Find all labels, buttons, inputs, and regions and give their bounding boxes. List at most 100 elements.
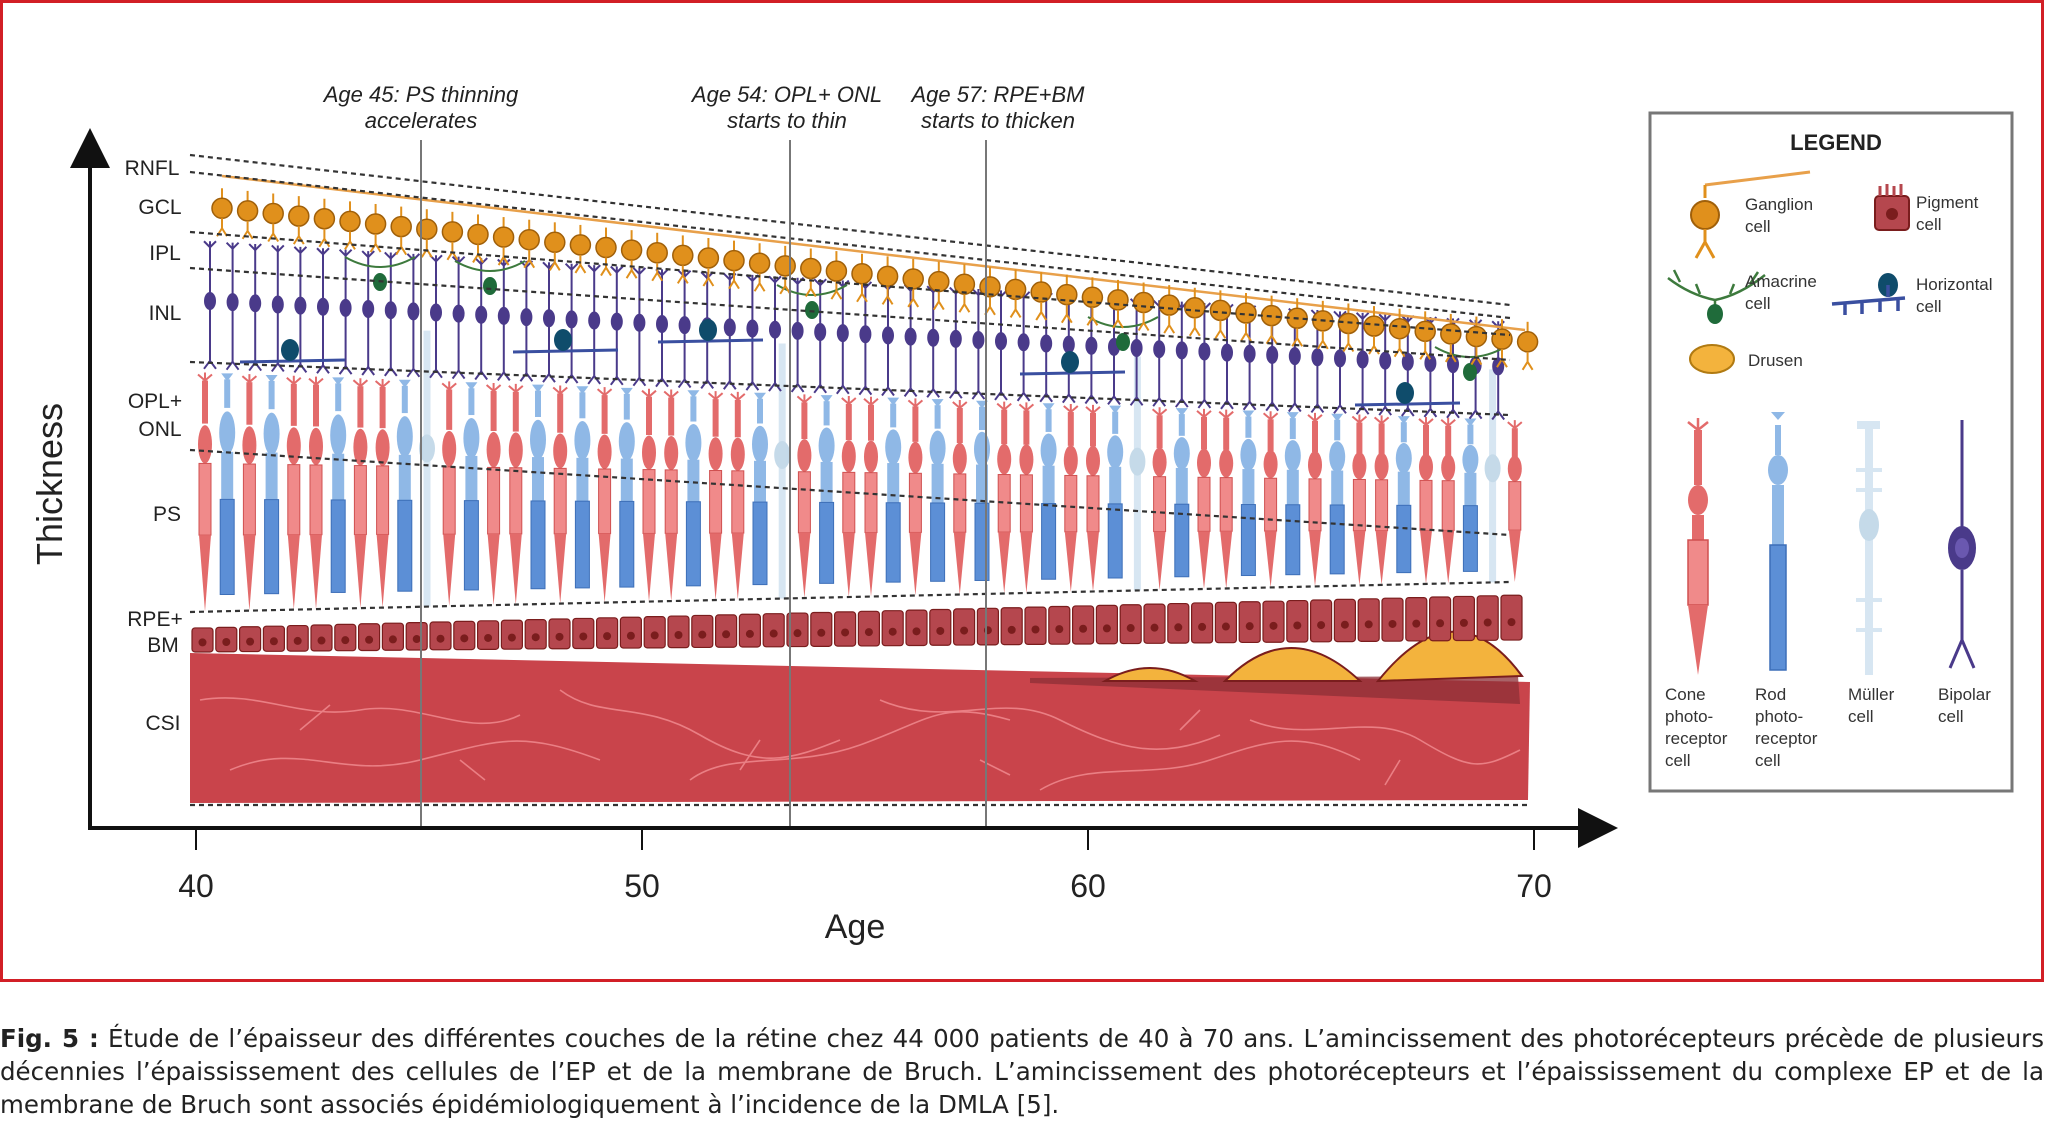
layer-label-ps: PS bbox=[153, 503, 181, 526]
rpe-cell bbox=[1190, 602, 1214, 644]
rpe-cell bbox=[1405, 597, 1428, 642]
ganglion-cell bbox=[928, 261, 950, 311]
rpe-cell bbox=[714, 614, 738, 648]
legend-ganglion-label-2: cell bbox=[1745, 217, 1771, 236]
cone-cell bbox=[730, 391, 746, 600]
rod-cell bbox=[974, 400, 990, 581]
ganglion-cell bbox=[390, 206, 412, 256]
annotation-age-45-line2: accelerates bbox=[365, 108, 478, 133]
x-tick-label: 50 bbox=[624, 868, 660, 904]
rpe-cell bbox=[1452, 595, 1476, 642]
rpe-cell bbox=[1357, 598, 1380, 642]
cone-cell bbox=[1085, 404, 1101, 592]
ganglion-cell bbox=[544, 222, 566, 271]
ganglion-cell bbox=[1260, 295, 1283, 345]
annotation-age-45-line1: Age 45: PS thinning bbox=[322, 82, 519, 107]
rod-cell bbox=[1107, 405, 1124, 579]
bipolar-cell bbox=[768, 275, 782, 392]
amacrine-cell-icon bbox=[1667, 269, 1766, 324]
caption-label: Fig. 5 : bbox=[0, 1024, 99, 1053]
rpe-pigment-cells bbox=[191, 594, 1523, 653]
horizontal-cell bbox=[512, 329, 619, 354]
horizontal-cell bbox=[1019, 351, 1126, 376]
rpe-cell bbox=[500, 619, 523, 650]
bipolar-cell bbox=[361, 250, 375, 376]
drusen-icon bbox=[1689, 344, 1735, 374]
bruch-membrane-thickening bbox=[1030, 676, 1520, 704]
figure-caption: Fig. 5 : Étude de l’épaisseur des différ… bbox=[0, 1022, 2044, 1121]
rpe-cell bbox=[1309, 599, 1333, 643]
rpe-cell bbox=[1119, 604, 1142, 645]
muller-cell bbox=[419, 330, 435, 607]
bipolar-cell bbox=[723, 272, 737, 390]
x-axis-ticks bbox=[195, 828, 1535, 850]
bipolar-cell bbox=[519, 260, 534, 382]
ganglion-cell-icon bbox=[1690, 170, 1811, 259]
rod-cell bbox=[263, 374, 280, 595]
bipolar-cell bbox=[406, 253, 421, 378]
annotation-age-57: Age 57: RPE+BM starts to thicken bbox=[909, 82, 1085, 133]
rpe-cell bbox=[310, 624, 333, 652]
cone-cell bbox=[286, 375, 302, 610]
photoreceptor-cells bbox=[197, 330, 1523, 612]
annotation-age-45: Age 45: PS thinning accelerates bbox=[322, 82, 519, 133]
rpe-cell bbox=[358, 623, 381, 652]
ganglion-cell bbox=[851, 253, 873, 303]
rpe-cell bbox=[239, 626, 262, 653]
rpe-cell bbox=[262, 625, 285, 652]
cone-cell bbox=[1262, 411, 1279, 588]
rpe-cell bbox=[1071, 605, 1095, 645]
rpe-cell bbox=[1286, 599, 1309, 643]
layer-label-gcl: GCL bbox=[138, 196, 181, 219]
rod-cell bbox=[818, 395, 835, 584]
cone-cell bbox=[907, 398, 924, 596]
bipolar-cell bbox=[542, 261, 556, 383]
rpe-cell bbox=[1214, 601, 1238, 644]
rpe-cell bbox=[572, 617, 595, 650]
cone-cell bbox=[1440, 417, 1456, 584]
rpe-cell bbox=[619, 616, 643, 649]
cone-cell bbox=[308, 376, 324, 610]
cone-cell bbox=[1196, 408, 1212, 589]
cone-cell bbox=[1018, 402, 1035, 593]
cone-cell bbox=[1151, 407, 1168, 590]
ganglion-cell bbox=[748, 243, 771, 292]
ganglion-cell bbox=[876, 256, 899, 305]
ganglion-cell bbox=[620, 230, 643, 279]
legend-amacrine-label-2: cell bbox=[1745, 294, 1771, 313]
ganglion-cell bbox=[1286, 298, 1308, 347]
ganglion-cell bbox=[825, 251, 848, 300]
bipolar-cell bbox=[632, 267, 647, 387]
nerve-fiber-line bbox=[221, 174, 1526, 332]
bipolar-cell bbox=[293, 246, 308, 373]
rpe-cell bbox=[1428, 596, 1452, 642]
rpe-cell bbox=[429, 621, 452, 651]
cone-cell bbox=[1507, 420, 1523, 582]
bipolar-cell bbox=[1016, 291, 1031, 402]
rod-cell bbox=[685, 390, 702, 587]
rod-cell bbox=[1040, 403, 1057, 580]
bipolar-cell bbox=[203, 240, 217, 370]
layer-label-onl: ONL bbox=[138, 418, 181, 441]
horizontal-cell bbox=[657, 319, 764, 344]
rpe-cell bbox=[1024, 606, 1047, 646]
ganglion-cell bbox=[441, 211, 464, 261]
y-axis-label: Thickness bbox=[29, 403, 70, 565]
rpe-cell bbox=[857, 610, 881, 647]
legend-cone-label-2: photo- bbox=[1665, 707, 1713, 726]
amacrine-cell bbox=[1434, 346, 1506, 381]
legend-horizontal-label: Horizontal bbox=[1916, 275, 1993, 294]
bipolar-cell bbox=[1175, 300, 1189, 408]
cone-cell bbox=[952, 399, 968, 595]
cone-cell bbox=[197, 372, 213, 612]
choroid-vessels bbox=[199, 689, 1521, 791]
ganglion-cell bbox=[1491, 319, 1513, 368]
legend: LEGEND Ganglion cell Pigment cell Amacri… bbox=[1648, 111, 2014, 793]
ganglion-cell bbox=[1414, 311, 1436, 360]
bipolar-cell bbox=[1039, 292, 1053, 403]
cone-cell bbox=[663, 389, 679, 602]
legend-bipolar-label-2: cell bbox=[1938, 707, 1964, 726]
rod-cell bbox=[885, 397, 902, 583]
horizontal-cell bbox=[239, 339, 346, 364]
bipolar-cell bbox=[881, 282, 895, 397]
